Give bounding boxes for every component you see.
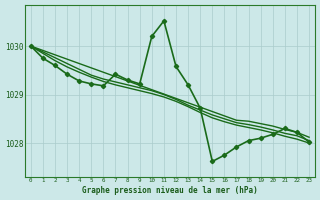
X-axis label: Graphe pression niveau de la mer (hPa): Graphe pression niveau de la mer (hPa) [82,186,258,195]
